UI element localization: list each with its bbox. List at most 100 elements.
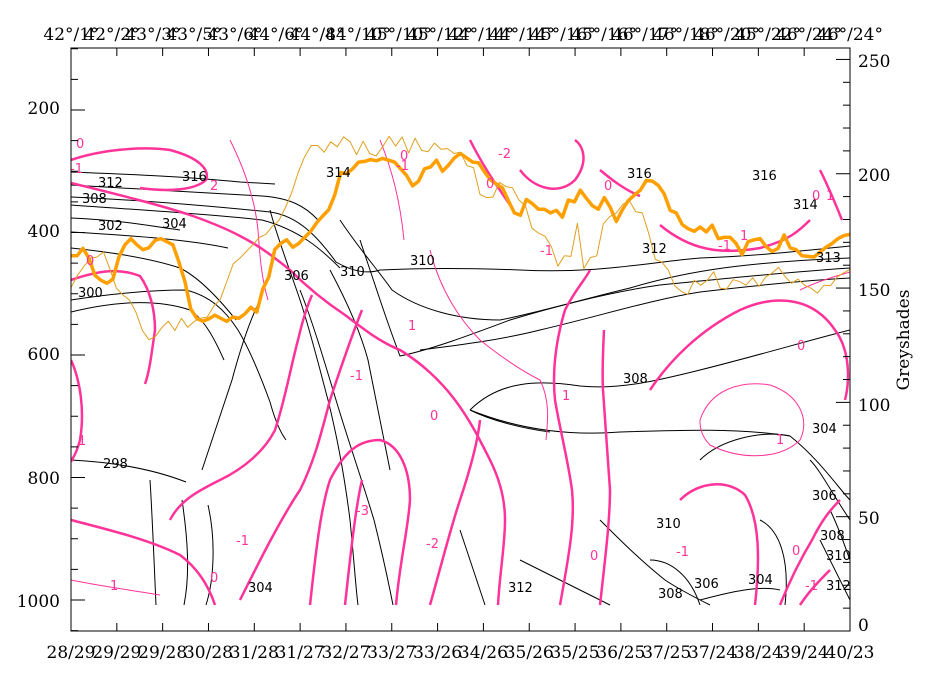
contour-label: 312	[98, 176, 123, 191]
plot-frame	[70, 47, 851, 632]
y-right-tick-label: 0	[858, 616, 869, 636]
contour-label: 0	[590, 549, 598, 564]
x-bottom-tick-label: 39/24	[780, 643, 829, 663]
x-top-tick-label: 45°/10°	[366, 25, 432, 45]
x-bottom-tick-label: 35/26	[505, 643, 554, 663]
x-bottom-tick-label: 31/27	[276, 643, 325, 663]
contour-label: 314	[793, 198, 818, 213]
left-axis-ticks	[71, 48, 85, 632]
x-top-tick-label: 46°/24°	[776, 25, 842, 45]
contour-label: 1	[110, 579, 118, 594]
x-top-tick-label: 45°/22°	[735, 25, 801, 45]
contour-label: 308	[820, 529, 845, 544]
contour-label: 310	[826, 549, 851, 564]
x-bottom-tick-label: 35/25	[551, 643, 600, 663]
contour-label: -1	[540, 244, 553, 259]
contour-label: 310	[340, 265, 365, 280]
y-left-tick-label: 1000	[17, 592, 60, 612]
contour-label: 304	[248, 581, 273, 596]
contour-label: 308	[82, 192, 107, 207]
contour-label: 0	[76, 137, 84, 152]
x-top-tick-label: 42°/1°	[43, 25, 98, 45]
contour-label: 312	[508, 581, 533, 596]
contour-label: 304	[812, 422, 837, 437]
contour-label: -1	[396, 159, 409, 174]
series-line-thin	[71, 135, 850, 341]
contour-label: 308	[658, 587, 683, 602]
contour-label: 300	[78, 286, 103, 301]
x-top-tick-labels: 42°/1°42°/2°43°/3°43°/5°43°/6°44°/6°44°/…	[43, 25, 883, 45]
x-top-tick-label: 44°/14°	[448, 25, 514, 45]
y-right-tick-label: 250	[858, 52, 890, 72]
contour-label: 0	[400, 149, 408, 164]
contour-label: 316	[627, 167, 652, 182]
contour-label: 310	[656, 517, 681, 532]
x-top-tick-label: 44°/14°	[489, 25, 555, 45]
y-right-tick-label: 200	[858, 166, 890, 186]
contour-label: 306	[812, 489, 837, 504]
contour-label: 0	[812, 189, 820, 204]
contour-label: 313	[816, 251, 841, 266]
contour-label: 0	[86, 254, 94, 269]
x-bottom-tick-label: 37/25	[642, 643, 691, 663]
contour-label: 2	[210, 179, 218, 194]
x-bottom-tick-labels: 28/2929/2929/2830/2831/2831/2732/2733/27…	[47, 643, 875, 663]
contour-label: 314	[326, 166, 351, 181]
contour-label: 304	[162, 217, 187, 232]
contour-label: 0	[797, 339, 805, 354]
contour-label: 0	[210, 571, 218, 586]
right-axis-ticks	[836, 58, 850, 609]
x-bottom-tick-label: 37/24	[688, 643, 737, 663]
x-bottom-tick-label: 30/28	[184, 643, 233, 663]
contour-label: -2	[426, 537, 439, 552]
y-right-axis-title: Greyshades	[894, 290, 914, 391]
contour-label: 1	[562, 389, 570, 404]
contour-label: 1	[826, 189, 834, 204]
x-bottom-tick-label: 29/28	[138, 643, 187, 663]
contour-label: 298	[103, 457, 128, 472]
series-line-thick	[71, 151, 850, 324]
x-top-tick-label: 44°/10°	[325, 25, 391, 45]
left-axis-labels: 200 400 600 800 1000	[17, 99, 60, 612]
contour-label: -2	[498, 147, 511, 162]
x-top-tick-label: 46°/18°	[653, 25, 719, 45]
contour-label: 308	[623, 372, 648, 387]
y-right-tick-label: 150	[858, 281, 890, 301]
x-top-tick-label: 44°/8°	[289, 25, 344, 45]
x-top-tick-label: 43°/3°	[125, 25, 180, 45]
x-top-tick-label: 46°/17°	[612, 25, 678, 45]
contour-label: 306	[694, 577, 719, 592]
contour-label: 0	[430, 409, 438, 424]
x-top-tick-label: 44°/6°	[248, 25, 303, 45]
contour-label: 312	[642, 242, 667, 257]
y-right-tick-label: 100	[858, 396, 890, 416]
x-bottom-tick-label: 38/24	[734, 643, 783, 663]
temperature-contours	[71, 171, 850, 606]
contour-label: 1	[78, 434, 86, 449]
x-top-tick-label: 45°/12°	[407, 25, 473, 45]
y-right-tick-label: 50	[858, 509, 880, 529]
x-axis-ticks	[70, 48, 851, 631]
x-top-tick-label: 43°/5°	[166, 25, 221, 45]
contour-label: 312	[826, 579, 851, 594]
contour-label: 1	[408, 319, 416, 334]
x-bottom-tick-label: 40/23	[826, 643, 875, 663]
contour-label: -1	[236, 534, 249, 549]
y-left-tick-label: 200	[28, 99, 60, 119]
vorticity-contours	[71, 138, 850, 606]
x-bottom-tick-label: 31/28	[230, 643, 279, 663]
contour-label: 304	[748, 573, 773, 588]
right-axis-labels: 0 50 100 150 200 250	[858, 52, 890, 636]
y-left-tick-label: 800	[28, 469, 60, 489]
y-left-tick-label: 400	[28, 222, 60, 242]
y-left-tick-label: 600	[28, 345, 60, 365]
contour-label: 1	[776, 433, 784, 448]
x-bottom-tick-label: 33/27	[367, 643, 416, 663]
x-top-tick-label: 43°/6°	[207, 25, 262, 45]
x-bottom-tick-label: 29/29	[92, 643, 141, 663]
temperature-contour-labels: 316 312 308 302 304 300 298 306 310 314 …	[78, 166, 851, 602]
contour-label: 1	[740, 229, 748, 244]
x-bottom-tick-label: 36/25	[596, 643, 645, 663]
contour-label: 0	[604, 179, 612, 194]
